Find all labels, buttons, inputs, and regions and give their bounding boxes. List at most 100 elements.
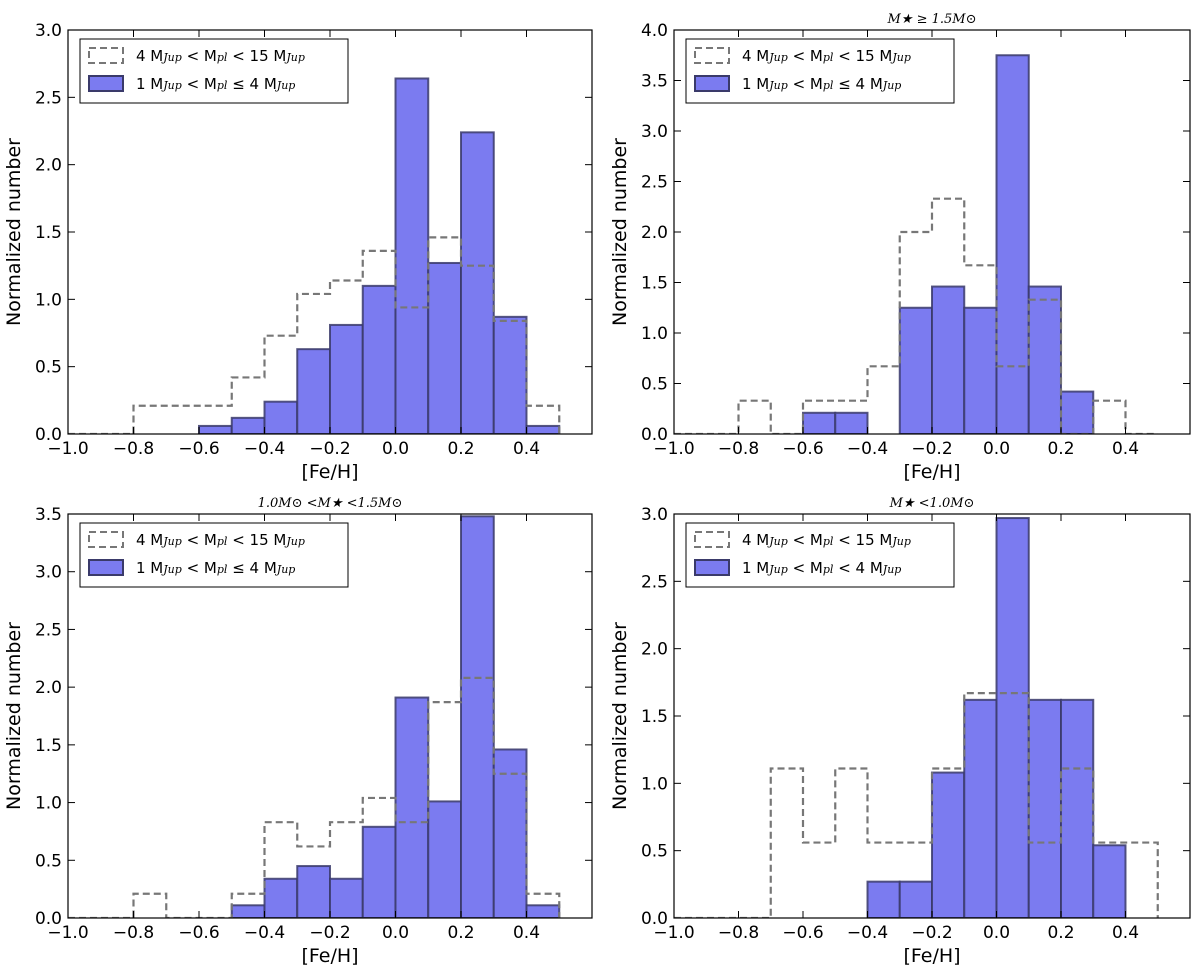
legend-text-part: Jup	[767, 79, 788, 92]
y-axis-label: Normalized number	[609, 138, 631, 326]
dashed-histogram-step	[674, 197, 1158, 434]
panel-title: 1.0M⊙ <M★ <1.5M⊙	[258, 496, 403, 511]
y-tick-label: 3.0	[641, 505, 668, 525]
legend-text-part: pl	[823, 51, 834, 64]
histogram-bar	[1060, 390, 1095, 434]
y-tick-label: 1.5	[641, 274, 668, 294]
x-tick-label: 0.0	[983, 923, 1010, 943]
legend-label-dashed: 4 MJup < Mpl < 15 MJup	[136, 531, 305, 549]
legend-text-part: 1 M	[136, 75, 163, 93]
x-tick-label: −1.0	[47, 923, 88, 943]
y-tick-label: 2.0	[35, 156, 62, 176]
y-tick-label: 1.5	[641, 707, 668, 727]
histogram-bar	[1027, 285, 1062, 434]
legend-text-part: 4 M	[742, 47, 769, 65]
y-tick-label: 2.5	[35, 88, 62, 108]
histogram-bar	[329, 323, 364, 434]
legend-text-part: < M	[788, 559, 823, 577]
legend-box	[79, 522, 349, 588]
legend-text-part: ≤ 4 M	[227, 75, 276, 93]
y-tick-label: 1.0	[641, 324, 668, 344]
legend-label-filled: 1 MJup < Mpl ≤ 4 MJup	[742, 75, 901, 93]
histogram-bar	[931, 771, 966, 918]
legend-text-part: ≤ 4 M	[227, 559, 276, 577]
y-axis-label: Normalized number	[609, 622, 631, 810]
histogram-bar	[1060, 698, 1095, 918]
y-tick-label: 3.5	[35, 505, 62, 525]
legend-text-part: 4 M	[742, 531, 769, 549]
x-tick-label: −0.4	[244, 439, 285, 459]
x-tick-label: −0.2	[911, 439, 952, 459]
legend-swatch-filled	[88, 559, 124, 576]
x-tick-label: −1.0	[47, 439, 88, 459]
legend-text-part: ≤ 4 M	[833, 75, 882, 93]
x-tick-label: −0.8	[113, 439, 154, 459]
legend-text-part: pl	[823, 79, 834, 92]
legend-text-part: < 4 M	[833, 559, 882, 577]
legend-text-part: Jup	[881, 79, 902, 92]
histogram-bar	[834, 411, 869, 434]
y-tick-label: 3.0	[35, 21, 62, 41]
histogram-bar	[525, 424, 561, 434]
y-tick-label: 0.5	[641, 375, 668, 395]
y-tick-label: 1.0	[35, 290, 62, 310]
legend-text-part: Jup	[161, 51, 182, 64]
legend-swatch-dashed	[694, 531, 730, 548]
histogram-bar	[427, 800, 462, 918]
legend-label-filled: 1 MJup < Mpl ≤ 4 MJup	[136, 559, 295, 577]
legend-text-part: Jup	[890, 535, 911, 548]
y-tick-label: 0.0	[35, 909, 62, 929]
x-axis-label: [Fe/H]	[903, 461, 960, 483]
x-axis-label: [Fe/H]	[301, 461, 358, 483]
histogram-bar	[263, 877, 299, 918]
histogram-bar	[230, 416, 266, 434]
legend-swatch-filled	[694, 559, 730, 576]
y-tick-label: 2.0	[641, 640, 668, 660]
legend-text-part: 4 M	[136, 47, 163, 65]
legend-swatch-dashed	[694, 47, 730, 64]
legend-text-part: Jup	[767, 51, 788, 64]
x-tick-label: −1.0	[653, 439, 694, 459]
histogram-bar	[898, 306, 933, 434]
histogram-bar	[995, 54, 1030, 434]
legend-text-part: pl	[217, 535, 228, 548]
legend-label-filled: 1 MJup < Mpl < 4 MJup	[742, 559, 901, 577]
x-tick-label: 0.0	[382, 923, 409, 943]
x-tick-label: −1.0	[653, 923, 694, 943]
legend-text-part: Jup	[161, 79, 182, 92]
legend-swatch-dashed	[88, 531, 124, 548]
legend-text-part: 1 M	[742, 559, 769, 577]
legend-text-part: Jup	[161, 535, 182, 548]
histogram-bar	[361, 825, 397, 918]
histogram-bar	[198, 424, 233, 434]
y-axis-label: Normalized number	[3, 622, 25, 810]
x-tick-label: 0.0	[983, 439, 1010, 459]
y-tick-label: 0.0	[641, 909, 668, 929]
legend-label-dashed: 4 MJup < Mpl < 15 MJup	[136, 47, 305, 65]
legend-text-part: pl	[217, 79, 228, 92]
x-tick-label: −0.4	[244, 923, 285, 943]
legend-text-part: pl	[823, 563, 834, 576]
x-tick-label: 0.0	[382, 439, 409, 459]
legend-label-filled: 1 MJup < Mpl ≤ 4 MJup	[136, 75, 295, 93]
y-tick-label: 2.5	[35, 620, 62, 640]
y-tick-label: 1.5	[35, 736, 62, 756]
histogram-bar	[802, 411, 837, 434]
histogram-bar	[995, 517, 1030, 918]
x-tick-label: 0.2	[447, 923, 474, 943]
histogram-bar	[963, 306, 998, 434]
y-tick-label: 0.0	[641, 425, 668, 445]
x-tick-label: 0.2	[1047, 923, 1074, 943]
legend-text-part: Jup	[767, 535, 788, 548]
y-tick-label: 1.0	[641, 774, 668, 794]
x-tick-label: 0.2	[1047, 439, 1074, 459]
histogram-bar	[931, 285, 966, 434]
legend-text-part: < 15 M	[833, 531, 892, 549]
legend-label-dashed: 4 MJup < Mpl < 15 MJup	[742, 531, 911, 549]
histogram-bar	[1027, 698, 1062, 918]
legend-text-part: pl	[217, 51, 228, 64]
histogram-bar	[296, 348, 331, 434]
legend-text-part: < M	[182, 47, 217, 65]
